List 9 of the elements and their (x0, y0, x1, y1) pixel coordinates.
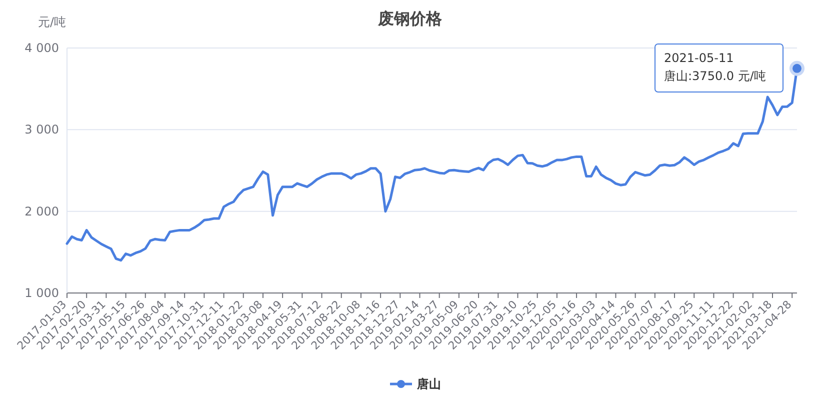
legend-label: 唐山 (416, 377, 441, 391)
y-tick-label: 1 000 (24, 286, 59, 300)
annotation: 唐山:3750.0 元/吨 (664, 69, 766, 83)
y-tick-label: 2 000 (24, 204, 59, 218)
y-tick-label: 3 000 (24, 122, 59, 137)
y-tick-label: 4 000 (24, 41, 59, 55)
annotation: 2021-05-11 (664, 51, 734, 65)
y-axis-title: 元/吨 (38, 15, 66, 29)
chart-title: 废钢价格 (377, 9, 443, 28)
